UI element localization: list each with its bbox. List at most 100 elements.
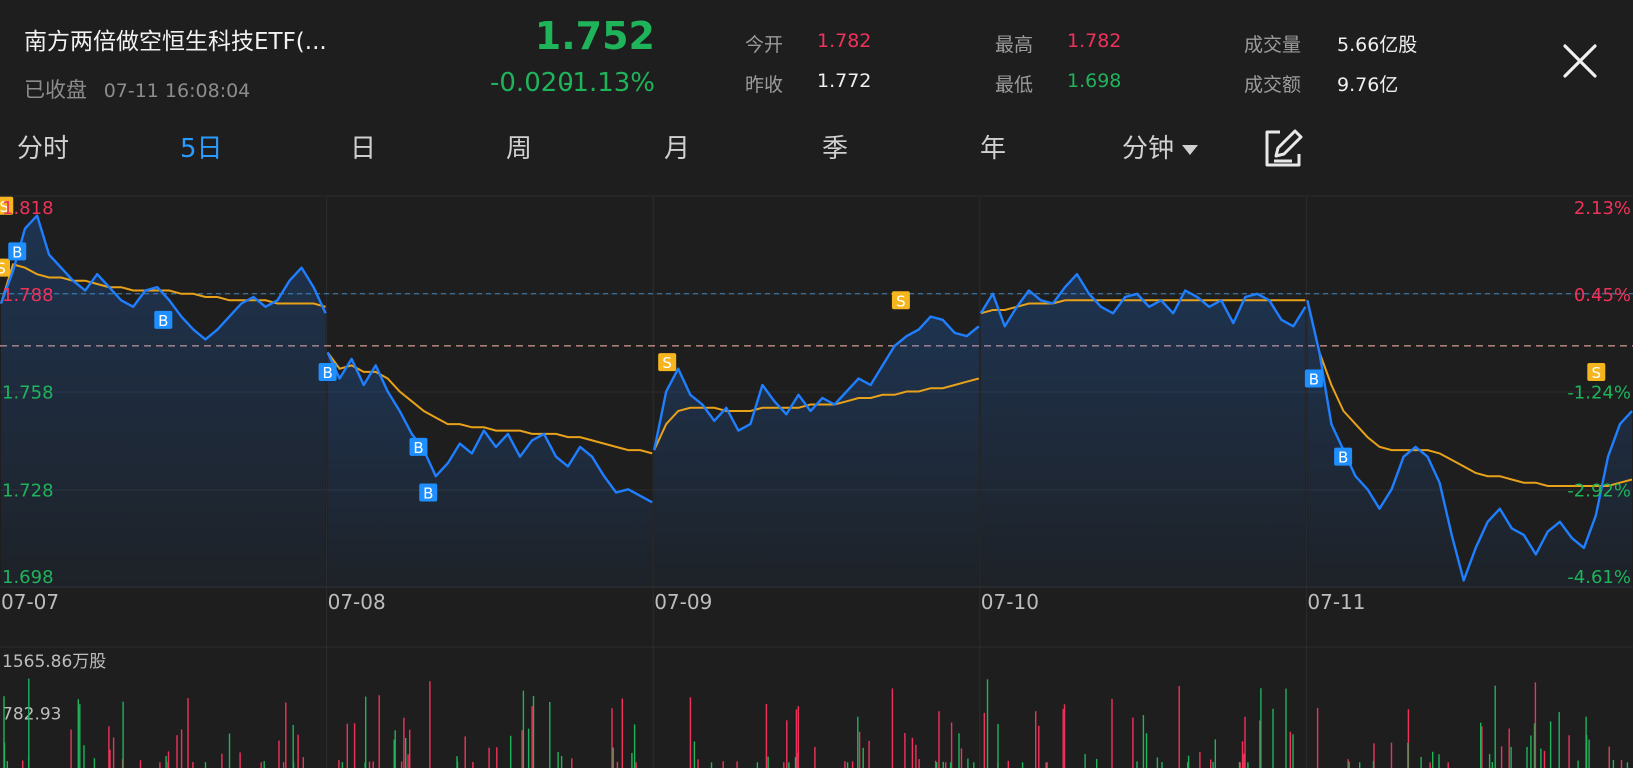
marker-label: S xyxy=(0,198,9,216)
price-area-day-4 xyxy=(980,274,1306,587)
tab-minute-label: 分钟 xyxy=(1122,134,1175,164)
stat-label-low: 最低 xyxy=(995,74,1034,96)
stat-value-prev-close: 1.772 xyxy=(817,70,872,92)
sell-marker: S xyxy=(0,258,10,278)
tab-quarter[interactable]: 季 xyxy=(822,134,849,164)
price-change: -0.020 xyxy=(490,68,574,98)
price-area-day-2 xyxy=(327,352,653,587)
sell-marker: S xyxy=(1587,362,1606,382)
tab-month[interactable]: 月 xyxy=(664,134,691,164)
stat-value-turnover: 9.76亿 xyxy=(1337,74,1399,96)
status-text: 已收盘 xyxy=(24,78,87,102)
marker-box xyxy=(1304,369,1323,388)
tab-day[interactable]: 日 xyxy=(350,134,377,164)
marker-label: B xyxy=(12,243,22,261)
marker-label: B xyxy=(423,485,433,503)
marker-label: B xyxy=(158,312,168,330)
volume-tick-label: 1565.86万股 xyxy=(2,652,106,672)
tab-intraday[interactable]: 分时 xyxy=(17,134,70,164)
buy-marker: B xyxy=(1304,369,1323,388)
y-tick-left: 1.728 xyxy=(2,480,54,501)
y-axis-right: 2.13% 0.45% -1.24% -2.92% -4.61% xyxy=(1567,198,1631,588)
y-tick-right: -2.92% xyxy=(1567,480,1631,501)
avg-line-day-2 xyxy=(326,351,653,455)
x-tick-label: 07-07 xyxy=(1,590,59,614)
stat-value-low: 1.698 xyxy=(1067,70,1122,92)
price-line-day-5 xyxy=(1306,300,1633,582)
y-axis-left: 1.818 1.788 1.758 1.728 1.698 xyxy=(2,198,54,588)
marker-label: S xyxy=(0,260,6,278)
marker-box xyxy=(1334,447,1353,466)
stat-label-high: 最高 xyxy=(995,34,1034,56)
price-area xyxy=(1,215,1632,587)
marker-box xyxy=(891,291,910,310)
x-tick-label: 07-11 xyxy=(1307,590,1365,614)
x-tick-label: 07-08 xyxy=(328,590,386,614)
marker-label: S xyxy=(896,292,906,310)
tab-minute[interactable]: 分钟 xyxy=(1122,128,1199,165)
draw-tool-button[interactable] xyxy=(1262,128,1304,170)
marker-label: S xyxy=(662,354,672,372)
price-area-day-1 xyxy=(1,215,326,587)
stat-label-turnover: 成交额 xyxy=(1244,74,1302,96)
tab-year[interactable]: 年 xyxy=(980,134,1007,164)
marker-label: B xyxy=(413,439,423,457)
marker-label: S xyxy=(1592,364,1602,382)
buy-marker: B xyxy=(318,362,337,382)
price-line-day-3 xyxy=(653,315,980,451)
reference-lines xyxy=(0,293,1633,347)
draw-tool-icon xyxy=(1265,129,1303,167)
stat-label-volume: 成交量 xyxy=(1244,34,1302,56)
buy-marker: B xyxy=(1334,447,1353,467)
avg-line-day-5 xyxy=(1306,300,1633,487)
volume-panel: 1565.86万股 782.93 xyxy=(2,652,1629,768)
sell-marker: S xyxy=(891,291,910,310)
stat-value-open: 1.782 xyxy=(817,30,872,52)
avg-price-lines xyxy=(0,263,1633,487)
avg-line-day-1 xyxy=(0,263,326,308)
price-lines xyxy=(0,214,1633,582)
marker-label: B xyxy=(1338,449,1348,467)
marker-box xyxy=(0,258,10,277)
price-area-day-5 xyxy=(1307,300,1632,587)
marker-label: B xyxy=(1309,370,1319,388)
last-price: 1.752 xyxy=(534,14,655,58)
marker-box xyxy=(419,483,438,502)
marker-box xyxy=(1587,362,1606,381)
stat-value-volume: 5.66亿股 xyxy=(1337,34,1418,56)
close-icon xyxy=(1563,44,1597,78)
price-line-day-2 xyxy=(326,351,653,504)
x-axis: 07-07 07-08 07-09 07-10 07-11 xyxy=(1,590,1366,614)
price-line-day-4 xyxy=(979,273,1307,328)
tab-5day[interactable]: 5日 xyxy=(180,134,223,164)
price-line-day-1 xyxy=(0,214,327,341)
marker-label: B xyxy=(322,364,332,382)
buy-marker: B xyxy=(409,437,428,457)
price-change-pct: -1.13% xyxy=(563,68,655,98)
sell-marker: S xyxy=(658,353,677,372)
buy-marker: B xyxy=(154,310,173,330)
sell-marker: S xyxy=(0,196,14,216)
marker-box xyxy=(318,362,337,381)
stat-label-prev-close: 昨收 xyxy=(745,74,784,96)
chevron-down-icon xyxy=(1182,144,1199,155)
price-area-day-3 xyxy=(654,316,979,587)
market-status: 已收盘 07-11 16:08:04 xyxy=(24,74,250,104)
y-tick-right: 2.13% xyxy=(1574,198,1631,219)
stat-value-high: 1.782 xyxy=(1067,30,1122,52)
y-tick-right: -1.24% xyxy=(1567,383,1631,404)
marker-box xyxy=(0,196,14,215)
tab-week[interactable]: 周 xyxy=(506,134,533,164)
y-tick-right: 0.45% xyxy=(1574,285,1631,306)
y-tick-left: 1.758 xyxy=(2,383,54,404)
close-button[interactable] xyxy=(1561,42,1599,80)
buy-marker: B xyxy=(419,483,438,503)
y-tick-left: 1.788 xyxy=(2,285,54,306)
x-tick-label: 07-10 xyxy=(981,590,1039,614)
marker-box xyxy=(409,437,428,456)
marker-box xyxy=(8,242,27,261)
marker-box xyxy=(658,353,677,372)
stat-label-open: 今开 xyxy=(745,34,784,56)
